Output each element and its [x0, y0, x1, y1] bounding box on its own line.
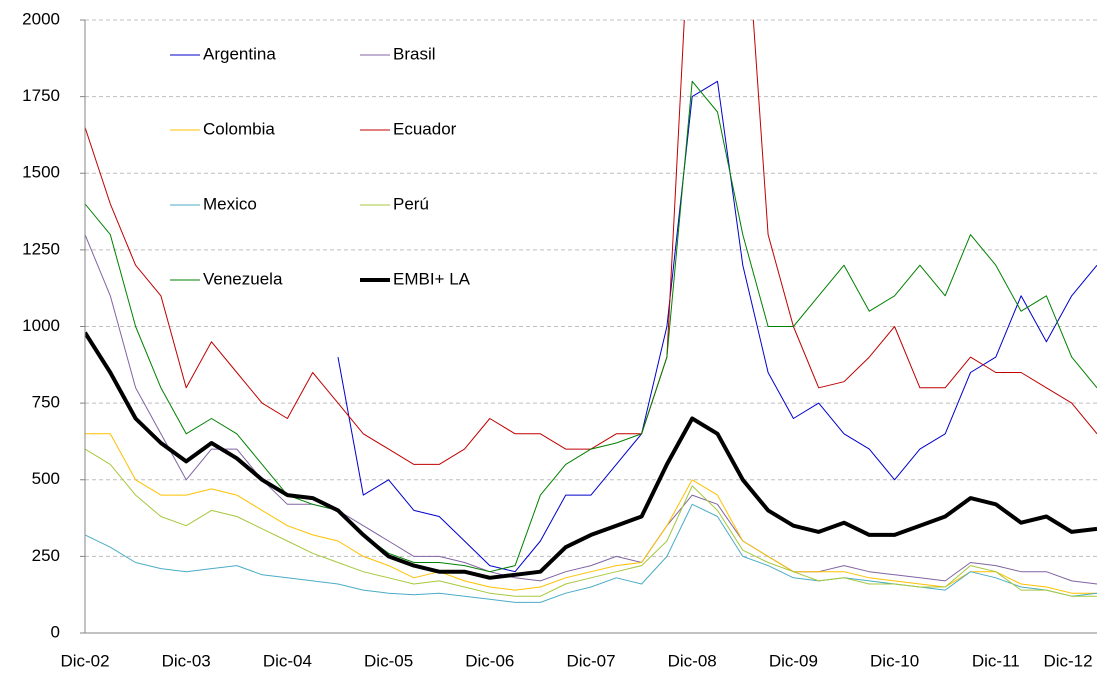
y-tick-label: 1750	[22, 86, 60, 105]
series-line	[337, 80, 1097, 573]
y-tick-label: 750	[32, 393, 60, 412]
y-tick-label: 250	[32, 546, 60, 565]
x-tick-label: Dic-08	[668, 651, 717, 670]
y-tick-label: 500	[32, 469, 60, 488]
y-tick-label: 0	[51, 622, 60, 641]
grid	[85, 19, 1097, 557]
legend-label: Brasil	[393, 44, 436, 63]
series-line	[85, 20, 1097, 465]
series-line	[85, 503, 1097, 603]
legend-label: Colombia	[203, 119, 275, 138]
x-tick-label: Dic-09	[769, 651, 818, 670]
series-line	[85, 80, 1097, 573]
y-tick-label: 1000	[22, 316, 60, 335]
x-tick-label: Dic-04	[263, 651, 312, 670]
legend-label: Argentina	[203, 44, 276, 63]
y-tick-label: 1500	[22, 163, 60, 182]
x-tick-label: Dic-07	[566, 651, 615, 670]
series-line	[85, 448, 1097, 597]
plot-area	[85, 20, 1097, 603]
legend-label: Venezuela	[203, 269, 283, 288]
x-tick-label: Dic-06	[465, 651, 514, 670]
series-line	[85, 234, 1097, 585]
legend-label: EMBI+ LA	[393, 269, 471, 288]
x-tick-label: Dic-03	[162, 651, 211, 670]
legend-label: Mexico	[203, 194, 257, 213]
legend-label: Ecuador	[393, 119, 457, 138]
x-tick-label: Dic-12	[1043, 651, 1092, 670]
x-tick-label: Dic-11	[972, 651, 1020, 670]
legend-label: Perú	[393, 194, 429, 213]
y-tick-label: 2000	[22, 9, 60, 28]
series-line	[85, 331, 1097, 580]
series-line	[85, 433, 1097, 594]
x-tick-label: Dic-02	[60, 651, 109, 670]
legend: Argentina Brasil Colombia Ecuador Mexico Perú…	[170, 44, 471, 288]
y-tick-label: 1250	[22, 239, 60, 258]
x-tick-label: Dic-05	[364, 651, 413, 670]
x-tick-label: Dic-10	[870, 651, 919, 670]
